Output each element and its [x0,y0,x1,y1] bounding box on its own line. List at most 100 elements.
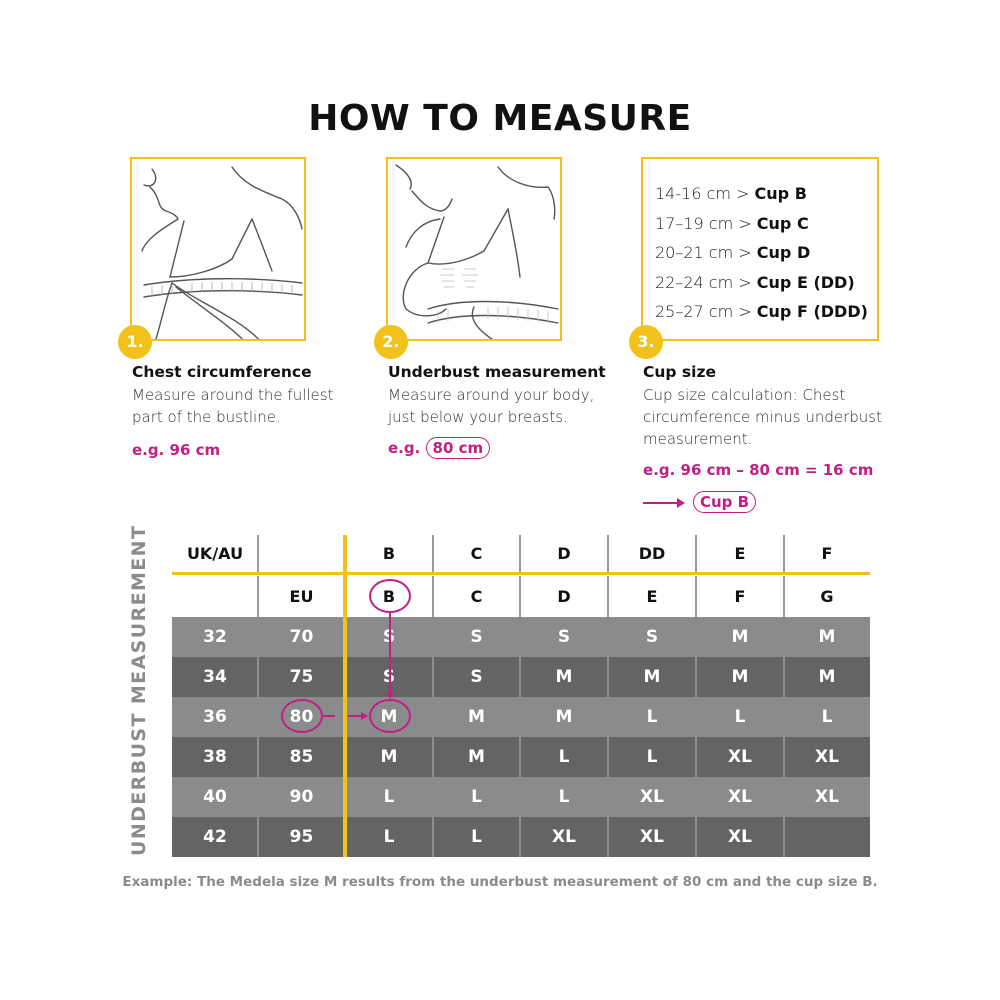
column-divider [432,576,434,617]
size-cell: XL [728,827,752,847]
cup-range: 20–21 cm > [655,243,752,262]
cup-range-row: 14-16 cm > Cup B [655,179,868,209]
example-value: e.g. 96 cm [132,441,221,459]
size-cell [784,817,870,857]
column-divider [257,737,259,777]
column-divider [257,657,259,697]
size-cell: L [558,787,570,807]
cup-range-list: 14-16 cm > Cup B 17–19 cm > Cup C 20–21 … [655,179,868,327]
size-cell: M [731,627,749,647]
example-footnote: Example: The Medela size M results from … [122,874,878,890]
column-divider [783,576,785,617]
header-cell: UK/AU [186,544,244,563]
column-divider [432,817,434,857]
highlight-connector-vertical [389,613,391,695]
page-title: HOW TO MEASURE [308,98,692,139]
example-calculation: e.g. 96 cm – 80 cm = 16 cm [643,461,874,479]
header-cell: F [821,544,833,563]
header-cell: B [382,544,396,563]
column-divider [519,657,521,697]
cup-range-row: 17–19 cm > Cup C [655,209,868,239]
table-row: 36 80 M M M L L L [172,697,870,737]
step-description: Cup size calculation: Chest circumferenc… [643,386,882,448]
size-cell: L [383,787,395,807]
step-heading: Cup size [643,363,716,381]
underbust-illustration [386,157,562,341]
size-cell: L [471,787,482,807]
cup-range-row: 25–27 cm > Cup F (DDD) [655,297,868,327]
column-divider [783,535,785,573]
size-cell: M [468,747,485,767]
highlight-ring-cup-b [369,579,411,613]
size-cell: XL [728,787,752,807]
column-divider [607,817,609,857]
size-cell: M [818,667,836,687]
size-cell: L [646,747,658,767]
header-cell: G [820,587,834,606]
chest-illustration [130,157,306,341]
step-description: Measure around your body, just below you… [388,386,595,426]
example-value: e.g. 80 cm [388,437,491,459]
column-divider [607,657,609,697]
column-divider [783,737,785,777]
cup-label: Cup B [754,184,807,203]
header-cell: C [470,587,483,606]
column-divider [607,576,609,617]
size-cell: M [818,627,836,647]
uk-band: 32 [203,627,227,647]
cup-range: 25–27 cm > [655,302,752,321]
size-cell: M [643,667,661,687]
step-heading: Underbust measurement [388,363,606,381]
size-cell: L [383,827,395,847]
arrow-right-icon [361,712,368,720]
header-cell: F [734,587,746,606]
cup-result-pill: Cup B [693,491,757,513]
size-cell: M [555,707,573,727]
step-number-badge: 2. [374,325,408,359]
size-cell: L [471,827,482,847]
cup-label: Cup E (DD) [756,272,855,292]
woman-measuring-underbust-icon [395,164,559,339]
column-divider [257,535,259,573]
eu-band: 70 [289,627,314,647]
cup-range-row: 22–24 cm > Cup E (DD) [655,268,868,298]
size-cell: L [558,747,570,767]
header-cell: E [646,587,658,606]
arrow-right-icon [643,497,685,508]
table-row: 42 95 L L XL XL XL [172,817,870,857]
header-cell: C [470,544,483,563]
column-divider-yellow [343,535,347,857]
column-divider [783,657,785,697]
table-row: 34 75 S S M M M M [172,657,870,697]
example-prefix: e.g. [388,439,421,457]
size-cell: XL [640,787,664,807]
underbust-highlight-pill: 80 cm [425,437,491,459]
size-cell: S [557,627,571,647]
column-divider [519,535,521,573]
step-description: Measure around the fullest part of the b… [132,386,334,426]
cup-label: Cup F (DDD) [756,302,868,321]
example-result: Cup B [643,491,757,513]
uk-band: 40 [203,787,227,807]
uk-band: 34 [203,667,227,687]
size-cell: XL [815,787,839,807]
table-row: 38 85 M M L L XL XL [172,737,870,777]
header-row-uk: UK/AU B C D DD E F [172,535,870,573]
column-divider [695,817,697,857]
column-divider [257,576,259,617]
highlight-ring-size-m [369,699,411,733]
column-divider [432,737,434,777]
uk-band: 42 [203,827,227,847]
step-heading: Chest circumference [132,363,312,381]
size-cell: L [821,707,833,727]
cup-label: Cup D [756,243,811,262]
size-cell: XL [728,747,752,767]
size-cell: M [731,667,749,687]
table-row: 32 70 S S S S M M [172,617,870,657]
size-cell: L [646,707,658,727]
header-cell: DD [638,544,666,563]
step-number-badge: 1. [118,325,152,359]
column-divider [695,576,697,617]
highlight-ring-eu-80 [281,699,323,733]
woman-measuring-chest-icon [141,166,303,339]
